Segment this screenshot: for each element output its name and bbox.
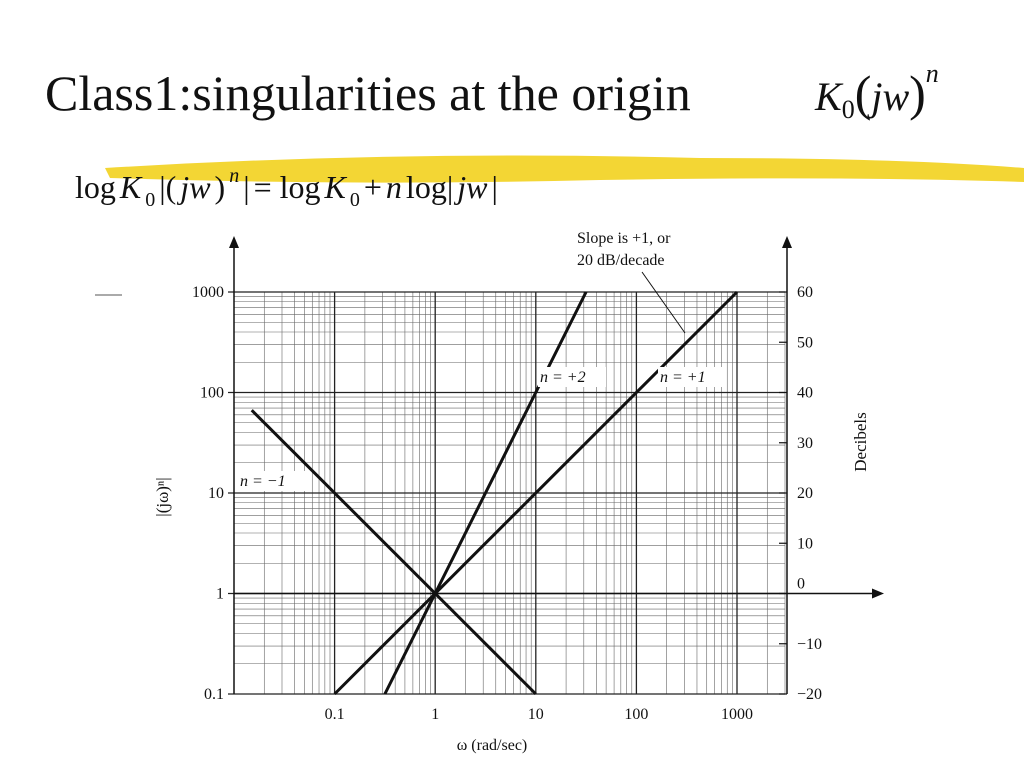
equation-part: jw — [453, 169, 488, 205]
title-formula: K0(jw)n — [814, 59, 939, 124]
arrow — [229, 236, 239, 248]
x-tick-label: 10 — [528, 706, 544, 723]
y2-tick-label: 50 — [797, 334, 813, 351]
equation: log K 0 |(jw) n | = log K 0 + n log| jw | — [75, 165, 498, 211]
y2-axis-label: Decibels — [851, 412, 870, 471]
x-axis-label: ω (rad/sec) — [457, 737, 528, 754]
y2-tick-label: 60 — [797, 284, 813, 301]
y2-tick-label: 0 — [797, 576, 805, 593]
arrow — [872, 588, 884, 599]
equation-part: log| — [406, 169, 453, 205]
equation-part: jw — [176, 169, 211, 205]
formula-part: ( — [855, 65, 872, 121]
slide-title: Class1:singularities at the origin — [45, 65, 691, 121]
y-tick-label: 1000 — [192, 284, 224, 301]
highlight-stroke — [105, 155, 1024, 183]
x-tick-label: 1000 — [721, 706, 753, 723]
series-label: n = −1 — [240, 473, 286, 490]
y2-tick-label: −20 — [797, 686, 822, 703]
formula-part: jw — [866, 74, 909, 119]
annotation: 20 dB/decade — [577, 252, 665, 269]
y2-tick-label: 20 — [797, 485, 813, 502]
x-tick-label: 100 — [624, 706, 648, 723]
y-tick-label: 10 — [208, 485, 224, 502]
equation-part: K — [324, 169, 348, 205]
series-label: n = +2 — [540, 369, 586, 386]
equation-part: n — [229, 165, 239, 187]
equation-part: + — [364, 169, 382, 205]
equation-part: ) — [215, 169, 226, 205]
equation-part: K — [119, 169, 143, 205]
formula-part: n — [926, 59, 939, 88]
y2-tick-label: 40 — [797, 385, 813, 402]
formula-part: K — [814, 74, 844, 119]
label-bg — [238, 471, 306, 491]
equation-part: |( — [159, 169, 176, 205]
equation-part: n — [386, 169, 402, 205]
annotation: Slope is +1, or — [577, 230, 671, 247]
equation-part: 0 — [350, 189, 360, 211]
formula-part: ) — [909, 65, 926, 121]
label-bg — [658, 367, 726, 387]
equation-part: = log — [254, 169, 321, 205]
y2-tick-label: −10 — [797, 636, 822, 653]
y-axis-label: |(jω)ⁿ| — [153, 477, 172, 516]
series-line — [383, 291, 588, 695]
series-line — [250, 409, 537, 696]
label-bg — [538, 367, 606, 387]
x-tick-label: 0.1 — [325, 706, 345, 723]
equation-part: log — [75, 169, 116, 205]
series-line — [333, 290, 739, 696]
y2-tick-label: 30 — [797, 435, 813, 452]
plot: 0.1 1 10 100 1000 0.1 1 10 100 1000 −20 −10 0 10 20 30 4… — [153, 230, 884, 754]
y2-tick-label: 10 — [797, 535, 813, 552]
arrow — [782, 236, 792, 248]
equation-part: 0 — [145, 189, 155, 211]
x-tick-label: 1 — [431, 706, 439, 723]
equation-part: | — [491, 169, 497, 205]
equation-part: | — [243, 169, 249, 205]
y-tick-label: 1 — [216, 586, 224, 603]
series-label: n = +1 — [660, 369, 706, 386]
annotation-leader — [641, 271, 686, 334]
y-tick-label: 100 — [200, 385, 224, 402]
y-tick-label: 0.1 — [204, 686, 224, 703]
formula-part: 0 — [842, 95, 855, 124]
